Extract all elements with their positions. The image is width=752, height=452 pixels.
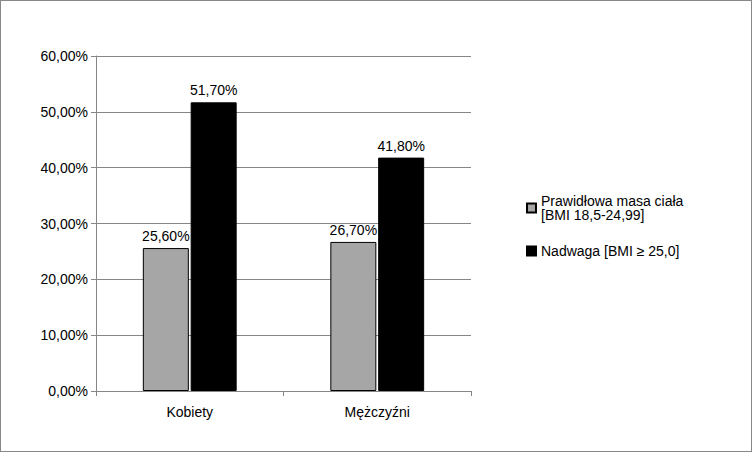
svg-text:Nadwaga [BMI ≥ 25,0]: Nadwaga [BMI ≥ 25,0]	[541, 243, 679, 259]
svg-text:51,70%: 51,70%	[190, 82, 237, 98]
svg-text:[BMI 18,5-24,99]: [BMI 18,5-24,99]	[541, 207, 645, 223]
svg-text:30,00%: 30,00%	[41, 216, 88, 232]
svg-text:25,60%: 25,60%	[142, 228, 189, 244]
svg-text:10,00%: 10,00%	[41, 327, 88, 343]
svg-text:60,00%: 60,00%	[41, 48, 88, 64]
svg-text:0,00%: 0,00%	[48, 383, 88, 399]
svg-text:40,00%: 40,00%	[41, 160, 88, 176]
svg-text:26,70%: 26,70%	[330, 222, 377, 238]
svg-text:41,80%: 41,80%	[377, 138, 424, 154]
svg-text:50,00%: 50,00%	[41, 104, 88, 120]
svg-text:20,00%: 20,00%	[41, 271, 88, 287]
svg-text:Prawidłowa masa ciała: Prawidłowa masa ciała	[541, 193, 688, 209]
svg-text:Kobiety: Kobiety	[166, 404, 213, 420]
svg-text:Mężczyźni: Mężczyźni	[345, 404, 410, 420]
